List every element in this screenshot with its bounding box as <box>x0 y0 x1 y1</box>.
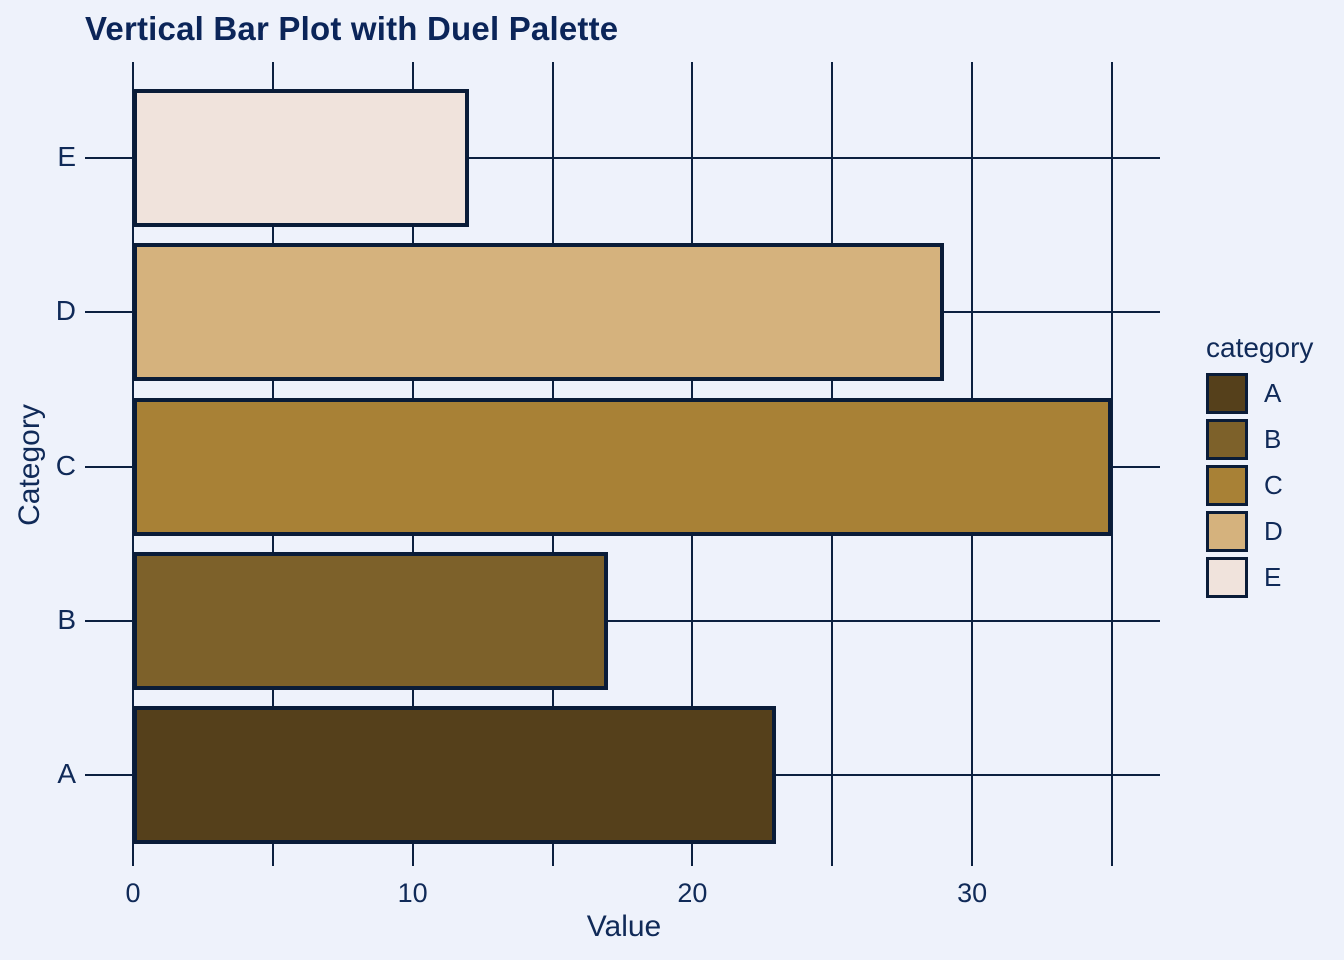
bar-E <box>133 89 469 227</box>
x-tick-label-20: 20 <box>677 878 708 908</box>
gridline-x-35 <box>1110 62 1113 866</box>
bar-C <box>133 397 1112 536</box>
legend-label-C: C <box>1264 470 1283 500</box>
x-tick-label-0: 0 <box>125 878 141 908</box>
legend-swatch-E <box>1206 557 1248 598</box>
chart-title: Vertical Bar Plot with Duel Palette <box>85 10 619 47</box>
y-tick-label-D: D <box>55 295 76 327</box>
legend-label-D: D <box>1264 516 1283 546</box>
bar-A <box>133 706 777 844</box>
y-axis-title: Category <box>13 404 46 526</box>
bar-B <box>133 551 609 690</box>
legend-swatch-C <box>1206 465 1248 506</box>
gridline-y-E <box>85 157 1160 159</box>
x-tick-label-30: 30 <box>957 878 988 908</box>
legend-swatch-B <box>1206 419 1248 460</box>
bar-D <box>133 243 945 382</box>
y-tick-label-A: A <box>57 758 76 789</box>
legend-swatch-D <box>1206 511 1248 552</box>
y-tick-label-E: E <box>57 141 76 172</box>
legend-label-B: B <box>1264 424 1282 454</box>
x-axis-title: Value <box>586 910 662 943</box>
y-tick-label-B: B <box>57 603 76 635</box>
legend-title: category <box>1206 332 1314 363</box>
legend-swatch-A <box>1206 373 1248 414</box>
legend-label-A: A <box>1264 378 1282 408</box>
gridline-y-B <box>85 619 1160 622</box>
x-tick-label-10: 10 <box>397 878 428 908</box>
legend-label-E: E <box>1264 562 1282 592</box>
y-tick-label-C: C <box>55 449 76 481</box>
